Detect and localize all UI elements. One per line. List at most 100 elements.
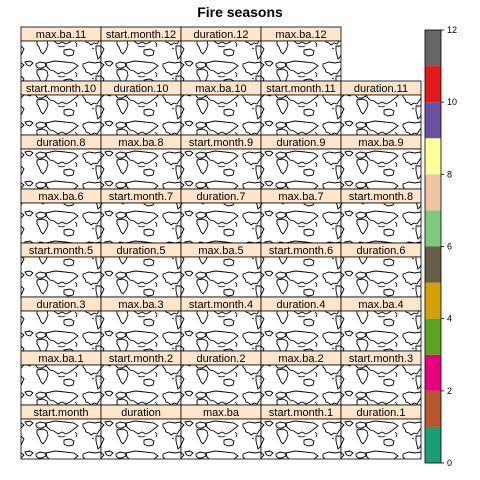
map-area <box>20 94 102 136</box>
map-panel: duration.9 <box>260 134 342 190</box>
panel-label: max.ba.7 <box>278 191 323 203</box>
map-area <box>340 418 422 460</box>
colorbar-tick-label: 6 <box>447 242 452 252</box>
map-panel: duration.2 <box>180 350 262 406</box>
map-area <box>100 40 182 82</box>
map-panel: max.ba.6 <box>20 188 102 244</box>
panel-label: start.month.1 <box>269 407 333 419</box>
colorbar-segment <box>425 210 441 247</box>
map-area <box>260 40 342 82</box>
panel-label: max.ba <box>203 407 240 419</box>
map-area <box>20 40 102 82</box>
map-area <box>260 256 342 298</box>
panel-label: duration.8 <box>37 137 86 149</box>
map-area <box>260 364 342 406</box>
map-panel: duration <box>100 404 182 460</box>
panel-label: duration.5 <box>117 245 166 257</box>
map-panel: duration.12 <box>180 26 262 82</box>
panel-label: max.ba.1 <box>38 353 83 365</box>
panel-label: start.month.9 <box>189 137 253 149</box>
map-panel: start.month <box>20 404 102 460</box>
panel-label: duration.12 <box>193 29 248 41</box>
map-panel: max.ba.12 <box>260 26 342 82</box>
map-area <box>180 202 262 244</box>
map-panel: max.ba.10 <box>180 80 262 136</box>
map-area <box>260 202 342 244</box>
panel-label: max.ba.3 <box>118 299 163 311</box>
panel-label: start.month.6 <box>269 245 333 257</box>
map-area <box>100 256 182 298</box>
map-area <box>180 310 262 352</box>
map-panel: start.month.8 <box>340 188 422 244</box>
map-panel: duration.4 <box>260 296 342 352</box>
map-area <box>180 256 262 298</box>
map-panel: start.month.5 <box>20 242 102 298</box>
colorbar-segment <box>425 354 441 391</box>
map-panel: max.ba.11 <box>20 26 102 82</box>
map-area <box>20 256 102 298</box>
panel-label: duration <box>121 407 161 419</box>
map-panel: duration.3 <box>20 296 102 352</box>
map-panel: duration.10 <box>100 80 182 136</box>
panel-label: duration.9 <box>277 137 326 149</box>
map-area <box>20 364 102 406</box>
map-area <box>340 256 422 298</box>
map-panel: duration.1 <box>340 404 422 460</box>
panel-label: start.month.4 <box>189 299 253 311</box>
map-panel: start.month.2 <box>100 350 182 406</box>
map-area <box>20 202 102 244</box>
map-panel: start.month.1 <box>260 404 342 460</box>
colorbar-segment <box>425 282 441 319</box>
colorbar-tick-label: 4 <box>447 314 452 324</box>
colorbar-tick-label: 12 <box>447 25 457 35</box>
panel-label: max.ba.9 <box>358 137 403 149</box>
panel-label: max.ba.11 <box>36 29 87 41</box>
map-area <box>100 418 182 460</box>
panel-label: start.month.11 <box>266 83 336 95</box>
chart-title: Fire seasons <box>197 4 283 20</box>
panel-label: start.month <box>33 407 88 419</box>
map-panel: max.ba.7 <box>260 188 342 244</box>
panel-label: duration.6 <box>357 245 406 257</box>
colorbar-segment <box>425 30 441 67</box>
panel-label: max.ba.8 <box>118 137 163 149</box>
map-area <box>100 310 182 352</box>
panel-label: start.month.10 <box>26 83 96 95</box>
panel-label: max.ba.5 <box>198 245 243 257</box>
map-area <box>340 202 422 244</box>
map-panel: duration.11 <box>340 80 422 136</box>
map-area <box>260 310 342 352</box>
colorbar-tick-label: 8 <box>447 169 452 179</box>
map-panel: start.month.7 <box>100 188 182 244</box>
map-panel: duration.8 <box>20 134 102 190</box>
panel-label: duration.11 <box>354 83 408 95</box>
map-area <box>340 364 422 406</box>
map-area <box>100 94 182 136</box>
map-area <box>20 418 102 460</box>
panel-label: start.month.12 <box>106 29 176 41</box>
colorbar-segment <box>425 102 441 139</box>
map-area <box>20 148 102 190</box>
map-panel: max.ba.5 <box>180 242 262 298</box>
map-area <box>180 148 262 190</box>
map-area <box>340 148 422 190</box>
colorbar-tick-label: 2 <box>447 386 452 396</box>
panel-label: start.month.8 <box>349 191 413 203</box>
map-area <box>260 148 342 190</box>
colorbar-tick-label: 0 <box>447 458 452 468</box>
panel-label: duration.10 <box>113 83 168 95</box>
panel-label: max.ba.2 <box>278 353 323 365</box>
map-area <box>260 418 342 460</box>
colorbar-segment <box>425 174 441 211</box>
panel-label: duration.1 <box>357 407 406 419</box>
panel-label: max.ba.4 <box>358 299 403 311</box>
colorbar-segment <box>425 246 441 283</box>
panel-label: max.ba.10 <box>195 83 246 95</box>
map-panel: max.ba.1 <box>20 350 102 406</box>
map-panel: start.month.3 <box>340 350 422 406</box>
panel-label: duration.3 <box>37 299 86 311</box>
map-panel: max.ba.4 <box>340 296 422 352</box>
map-panel: start.month.9 <box>180 134 262 190</box>
map-area <box>340 310 422 352</box>
